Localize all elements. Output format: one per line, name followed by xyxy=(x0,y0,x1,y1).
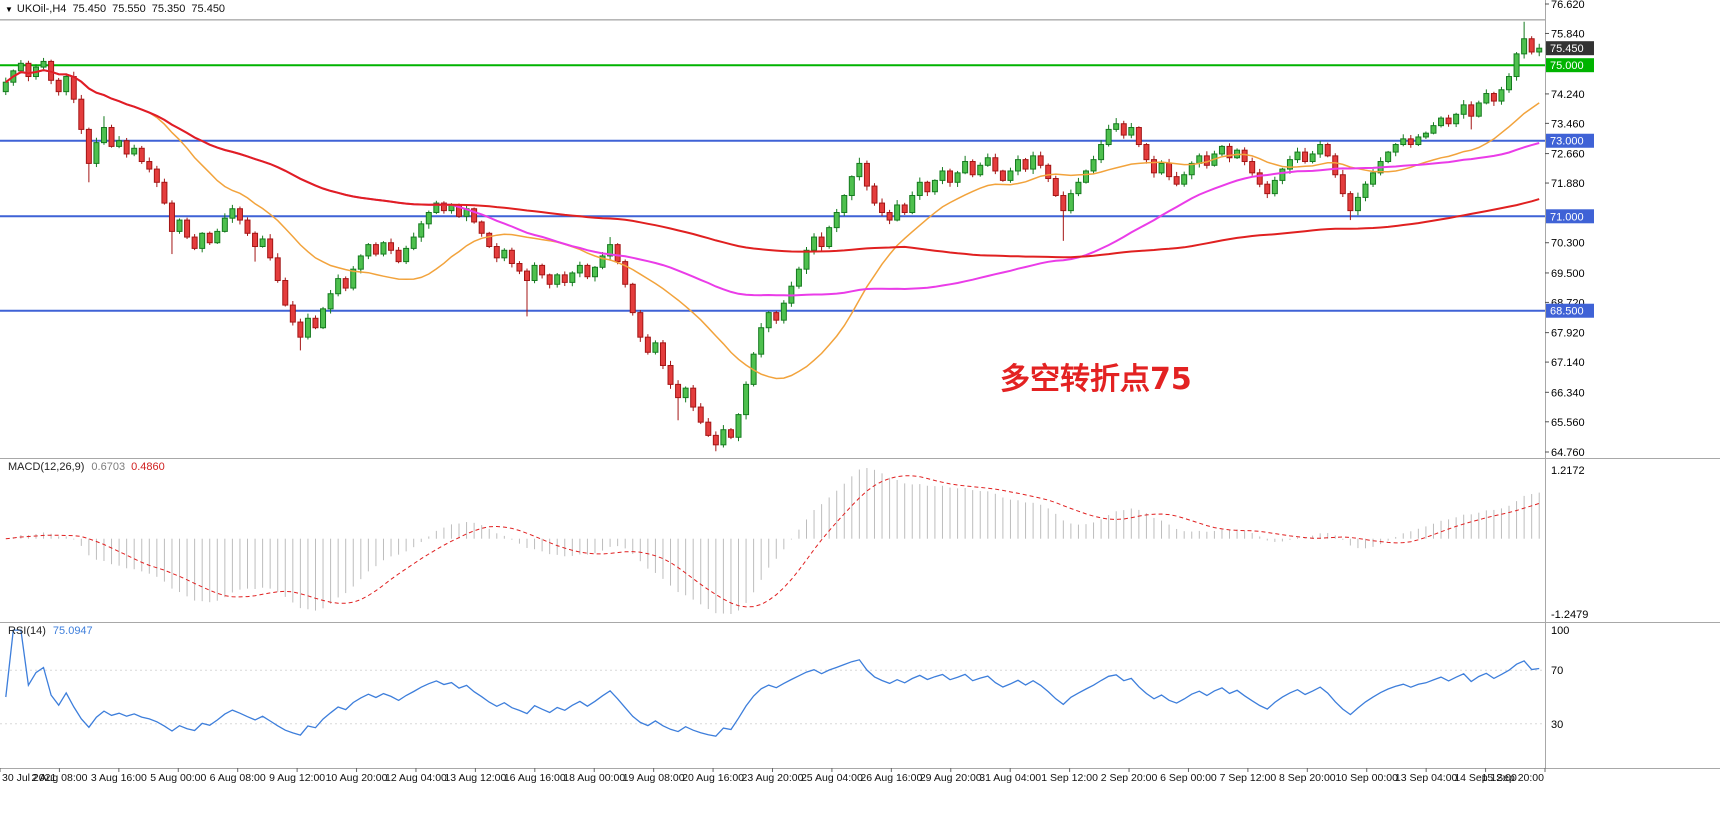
price-axis-label: 69.500 xyxy=(1551,268,1585,280)
chart-canvas[interactable]: 76.620 75.840 74.240 73.460 72.660 71.880 70.3… xyxy=(0,0,1720,792)
price-badge-75.000: 75.000 xyxy=(1550,60,1584,72)
time-axis-label: 10 Sep 00:00 xyxy=(1335,772,1398,784)
rsi-name: RSI(14) xyxy=(8,625,46,637)
price-axis-label: 64.760 xyxy=(1551,447,1585,459)
ohlc-low: 75.350 xyxy=(151,3,186,15)
time-axis-label: 15 Sep 20:00 xyxy=(1482,772,1545,784)
time-axis-label: 20 Aug 16:00 xyxy=(682,772,744,784)
horizontal-lines xyxy=(0,19,1545,312)
macd-value: 0.6703 xyxy=(91,461,126,473)
rsi-indicator-label: RSI(14) 75.0947 xyxy=(8,625,93,637)
time-axis-label: 3 Aug 16:00 xyxy=(91,772,147,784)
macd-signal-line xyxy=(5,475,1540,608)
time-axis-label: 26 Aug 16:00 xyxy=(860,772,922,784)
time-axis-label: 18 Aug 00:00 xyxy=(563,772,625,784)
time-axis-label: 13 Sep 04:00 xyxy=(1395,772,1458,784)
axes xyxy=(0,0,1720,769)
time-axis-label: 12 Aug 04:00 xyxy=(385,772,447,784)
time-axis-label: 6 Aug 08:00 xyxy=(210,772,266,784)
price-axis-label: 75.840 xyxy=(1551,28,1585,40)
time-axis-label: 14 Sep 12:00 xyxy=(1454,772,1517,784)
ma-line-60 xyxy=(5,69,1540,297)
rsi-axis-label: 100 xyxy=(1551,625,1569,637)
rsi-value: 75.0947 xyxy=(52,625,93,637)
time-axis-label: 8 Sep 20:00 xyxy=(1279,772,1336,784)
price-axis-label: 70.300 xyxy=(1551,238,1585,250)
price-axis-label: 73.460 xyxy=(1551,118,1585,130)
price-axis-label: 72.660 xyxy=(1551,149,1585,161)
time-axis-label: 23 Aug 20:00 xyxy=(742,772,804,784)
time-axis-label: 29 Aug 20:00 xyxy=(920,772,982,784)
price-axis-label: 65.560 xyxy=(1551,417,1585,429)
time-axis-label: 6 Sep 00:00 xyxy=(1160,772,1217,784)
rsi-axis-label: 70 xyxy=(1551,665,1563,677)
time-axis-label: 16 Aug 16:00 xyxy=(504,772,566,784)
ma-line-20 xyxy=(5,69,1540,380)
price-axis-label: 71.880 xyxy=(1551,178,1585,190)
time-axis-label: 31 Aug 04:00 xyxy=(979,772,1041,784)
price-badge-73.000: 73.000 xyxy=(1550,136,1584,148)
price-axis-label: 67.140 xyxy=(1551,357,1585,369)
price-badge-71.000: 71.000 xyxy=(1550,211,1584,223)
time-axis-label: 13 Aug 12:00 xyxy=(444,772,506,784)
macd-name: MACD(12,26,9) xyxy=(8,461,85,473)
time-axis-label: 7 Sep 12:00 xyxy=(1220,772,1277,784)
ma-line-120 xyxy=(5,69,1540,259)
macd-panel: 1.2172 -1.2479 xyxy=(5,465,1588,621)
macd-axis-max: 1.2172 xyxy=(1551,465,1585,477)
chart-text-annotation: 多空转折点75 xyxy=(1000,362,1192,397)
ohlc-close: 75.450 xyxy=(191,3,226,15)
price-axis-label: 76.620 xyxy=(1551,0,1585,11)
macd-signal-value: 0.4860 xyxy=(131,461,165,473)
candles xyxy=(2,21,1543,452)
time-axis-label: 2 Aug 08:00 xyxy=(31,772,87,784)
price-axis-label: 66.340 xyxy=(1551,387,1585,399)
ohlc-high: 75.550 xyxy=(112,3,146,15)
macd-indicator-label: MACD(12,26,9) 0.6703 0.4860 xyxy=(8,461,165,473)
time-axis-label: 1 Sep 12:00 xyxy=(1041,772,1098,784)
moving-averages xyxy=(5,69,1540,380)
ohlc-open: 75.450 xyxy=(72,3,107,15)
chart-title: ▼ UKOil-,H4 75.450 75.550 75.350 75.450 xyxy=(5,3,225,15)
time-axis-label: 2 Sep 20:00 xyxy=(1101,772,1158,784)
time-axis-label: 25 Aug 04:00 xyxy=(801,772,863,784)
symbol-period-label: UKOil-,H4 xyxy=(16,3,67,15)
price-axis-label: 74.240 xyxy=(1551,89,1585,101)
price-axis-label: 67.920 xyxy=(1551,328,1585,340)
rsi-line xyxy=(5,629,1540,737)
rsi-axis-label: 30 xyxy=(1551,719,1563,731)
price-badge-75.450: 75.450 xyxy=(1550,43,1584,55)
macd-axis-min: -1.2479 xyxy=(1551,609,1588,621)
time-axis-label: 30 Jul 2021 xyxy=(2,772,56,784)
time-axis-label: 19 Aug 08:00 xyxy=(623,772,685,784)
price-badges: 75.450 75.000 73.000 71.000 68.500 xyxy=(1546,41,1594,318)
rsi-panel: 100 70 30 xyxy=(0,625,1569,737)
time-axis-label: 5 Aug 00:00 xyxy=(150,772,206,784)
time-axis-label: 10 Aug 20:00 xyxy=(326,772,388,784)
chart-dropdown-icon[interactable]: ▼ xyxy=(5,5,13,14)
time-axis-label: 9 Aug 12:00 xyxy=(269,772,325,784)
price-badge-68.500: 68.500 xyxy=(1550,306,1584,318)
